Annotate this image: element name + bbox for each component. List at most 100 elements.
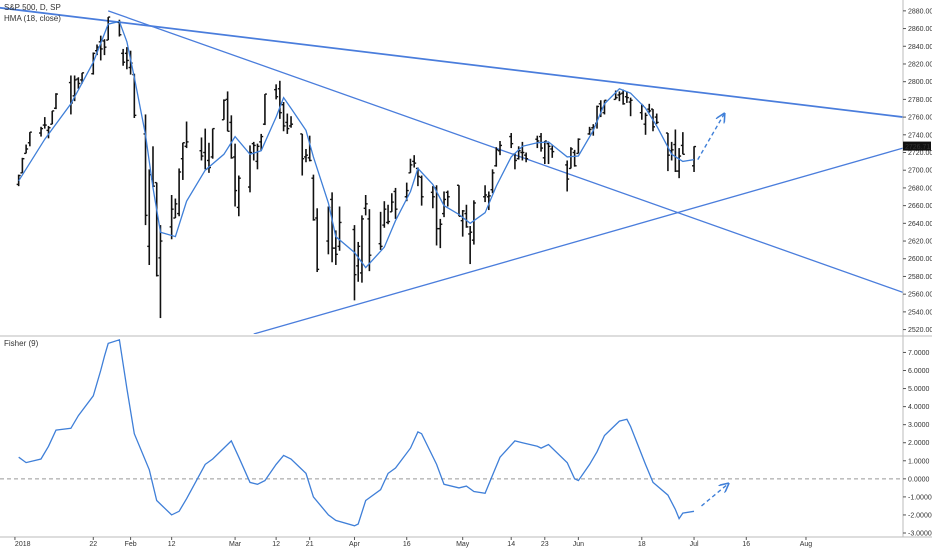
fisher-label: Fisher (9) bbox=[4, 339, 39, 348]
price-y-tick-label: 2540.00 bbox=[908, 309, 932, 316]
x-tick-label: 2018 bbox=[15, 541, 31, 548]
ohlc-bar bbox=[643, 112, 648, 135]
ohlc-bar bbox=[494, 147, 499, 167]
price-y-tick-label: 2860.00 bbox=[908, 26, 932, 33]
ohlc-bar bbox=[382, 201, 387, 228]
ohlc-bar bbox=[281, 102, 286, 132]
price-y-tick-label: 2880.00 bbox=[908, 8, 932, 15]
ohlc-bar bbox=[262, 93, 267, 126]
x-tick-label: Jun bbox=[573, 541, 584, 548]
ohlc-bar bbox=[359, 215, 364, 283]
ohlc-bar bbox=[445, 190, 450, 207]
ohlc-bar bbox=[568, 147, 573, 170]
ohlc-bar bbox=[326, 206, 331, 255]
ohlc-bar bbox=[587, 126, 592, 135]
fisher-y-tick-label: 3.0000 bbox=[908, 422, 930, 429]
fisher-y-tick-label: -3.0000 bbox=[908, 531, 932, 538]
ohlc-bar bbox=[20, 157, 25, 174]
price-y-tick-label: 2840.00 bbox=[908, 44, 932, 51]
ohlc-bar bbox=[692, 145, 697, 172]
fisher-y-tick-label: 5.0000 bbox=[908, 386, 930, 393]
fisher-line bbox=[18, 338, 695, 527]
x-tick-label: 22 bbox=[89, 541, 97, 548]
ohlc-bar bbox=[147, 169, 152, 265]
ohlc-bar bbox=[184, 121, 189, 149]
price-y-tick-label: 2600.00 bbox=[908, 256, 932, 263]
price-pane[interactable] bbox=[0, 6, 903, 334]
ohlc-bar bbox=[259, 133, 264, 151]
x-tick-label: Aug bbox=[800, 541, 813, 548]
ohlc-bar bbox=[225, 91, 230, 132]
ohlc-bar bbox=[490, 169, 495, 194]
ohlc-bar bbox=[39, 126, 44, 137]
ohlc-bar bbox=[386, 204, 391, 225]
ohlc-bar bbox=[677, 148, 682, 179]
ohlc-bar bbox=[330, 192, 335, 263]
ohlc-bar bbox=[154, 181, 159, 277]
ohlc-bar bbox=[565, 160, 570, 192]
price-y-tick-label: 2780.00 bbox=[908, 97, 932, 104]
ohlc-bar bbox=[27, 131, 32, 147]
price-y-tick-label: 2700.00 bbox=[908, 168, 932, 175]
ohlc-bar bbox=[315, 208, 320, 273]
ohlc-bar bbox=[307, 135, 312, 162]
fisher-projection-arrow bbox=[701, 484, 728, 507]
x-tick-label: 21 bbox=[306, 541, 314, 548]
ohlc-bar bbox=[621, 89, 626, 105]
ohlc-bar bbox=[352, 225, 357, 301]
ohlc-bar bbox=[602, 99, 607, 115]
ohlc-bar bbox=[460, 210, 465, 237]
price-y-tick-label: 2800.00 bbox=[908, 79, 932, 86]
ohlc-bar bbox=[576, 138, 581, 155]
price-y-tick-label: 2660.00 bbox=[908, 203, 932, 210]
x-tick-label: 16 bbox=[403, 541, 411, 548]
ohlc-bars bbox=[16, 16, 697, 319]
fisher-pane[interactable] bbox=[0, 338, 903, 527]
price-y-tick-label: 2680.00 bbox=[908, 185, 932, 192]
ohlc-bar bbox=[546, 142, 551, 165]
ohlc-bar bbox=[430, 186, 435, 209]
ohlc-bar bbox=[408, 158, 413, 174]
fisher-y-tick-label: 0.0000 bbox=[908, 476, 930, 483]
ohlc-bar bbox=[456, 184, 461, 217]
ohlc-bar bbox=[520, 141, 525, 161]
ohlc-bar bbox=[628, 97, 633, 117]
fisher-y-tick-label: 4.0000 bbox=[908, 404, 930, 411]
price-y-tick-label: 2720.00 bbox=[908, 150, 932, 157]
fisher-y-tick-label: -2.0000 bbox=[908, 512, 932, 519]
ohlc-bar bbox=[572, 149, 577, 167]
ohlc-bar bbox=[277, 80, 282, 119]
ohlc-bar bbox=[106, 16, 111, 41]
ohlc-bar bbox=[121, 48, 126, 66]
x-tick-label: 23 bbox=[541, 541, 549, 548]
ohlc-bar bbox=[169, 195, 174, 240]
ohlc-bar bbox=[680, 132, 685, 155]
price-y-tick-label: 2520.00 bbox=[908, 327, 932, 334]
ohlc-bar bbox=[285, 113, 290, 134]
ohlc-bar bbox=[255, 143, 260, 170]
ohlc-bar bbox=[53, 93, 58, 110]
ohlc-bar bbox=[617, 91, 622, 102]
ohlc-bar bbox=[471, 200, 476, 245]
ohlc-bar bbox=[550, 145, 555, 158]
ohlc-bar bbox=[464, 204, 469, 228]
ohlc-bar bbox=[300, 133, 305, 176]
ohlc-bar bbox=[509, 133, 514, 149]
ohlc-bar bbox=[356, 241, 361, 282]
price-y-tick-label: 2620.00 bbox=[908, 239, 932, 246]
fisher-y-tick-label: 6.0000 bbox=[908, 368, 930, 375]
price-y-tick-label: 2820.00 bbox=[908, 61, 932, 68]
hma-line bbox=[18, 20, 695, 269]
x-tick-label: Mar bbox=[229, 541, 242, 548]
x-tick-label: 18 bbox=[638, 541, 646, 548]
trend-lines bbox=[0, 6, 903, 334]
ohlc-bar bbox=[524, 152, 529, 163]
ohlc-bar bbox=[654, 113, 659, 125]
ohlc-bar bbox=[199, 137, 204, 161]
ohlc-bar bbox=[486, 191, 491, 211]
ohlc-bar bbox=[542, 140, 547, 165]
price-y-tick-label: 2560.00 bbox=[908, 292, 932, 299]
ohlc-bar bbox=[46, 125, 51, 139]
